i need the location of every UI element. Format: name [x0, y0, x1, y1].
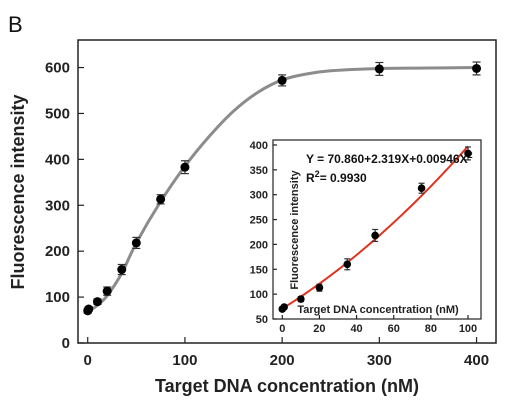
inset-x-tick-label: 40 — [350, 323, 362, 335]
main-data-point — [374, 61, 384, 76]
main-marker — [374, 64, 384, 74]
main-x-tick-label: 300 — [367, 352, 392, 369]
inset-y-tick-label: 150 — [250, 264, 268, 276]
inset-data-point — [464, 146, 472, 161]
inset-y-axis-title: Fluorescence intensity — [289, 170, 301, 290]
main-y-tick-label: 600 — [45, 60, 70, 77]
inset-y-tick-label: 400 — [250, 140, 268, 152]
main-marker — [102, 286, 112, 296]
main-y-tick-label: 400 — [45, 151, 70, 168]
inset-y-tick-label: 50 — [256, 314, 268, 326]
inset-equation-text: Y = 70.860+2.319X+0.00946X — [306, 152, 468, 166]
main-marker — [117, 265, 127, 275]
main-data-point — [131, 236, 141, 250]
inset-data-point — [371, 228, 379, 243]
inset-marker — [343, 260, 352, 269]
inset-plot-background — [218, 135, 483, 325]
inset-r2-superscript: 2 — [315, 169, 320, 179]
main-marker — [84, 304, 94, 314]
inset-r2-value: = 0.9930 — [320, 171, 367, 185]
main-y-tick-label: 500 — [45, 105, 70, 122]
main-marker — [277, 75, 287, 85]
inset-marker — [315, 283, 324, 292]
inset-plot: 0 20 40 60 80 100 50 100 150 200 250 300 350 400 Targ… — [218, 135, 483, 335]
main-marker — [92, 297, 102, 307]
main-data-point — [102, 286, 112, 296]
main-y-axis-title: Fluorescence intensity — [8, 94, 28, 289]
main-x-tick-label: 200 — [270, 352, 295, 369]
inset-equation-annotation: Y = 70.860+2.319X+0.00946X2 — [306, 150, 473, 166]
main-x-axis-title: Target DNA concentration (nM) — [155, 376, 419, 396]
inset-y-tick-label: 250 — [250, 215, 268, 227]
inset-x-tick-label: 20 — [313, 323, 325, 335]
main-x-tick-label: 0 — [84, 352, 92, 369]
inset-x-tick-label: 80 — [425, 323, 437, 335]
inset-data-point — [417, 182, 426, 194]
inset-y-tick-label: 100 — [250, 289, 268, 301]
main-marker — [180, 162, 190, 172]
inset-data-points — [278, 146, 472, 313]
main-marker — [472, 63, 482, 73]
main-x-tick-label: 400 — [464, 352, 489, 369]
main-data-point — [472, 61, 482, 76]
main-fit-curve — [86, 66, 477, 314]
main-plot-frame — [77, 39, 497, 344]
inset-data-point — [315, 283, 324, 292]
inset-x-tick-label: 60 — [388, 323, 400, 335]
inset-data-point — [343, 258, 352, 271]
inset-data-point — [297, 295, 305, 303]
main-data-points — [83, 61, 482, 316]
main-y-tick-label: 200 — [45, 243, 70, 260]
panel-label: B — [8, 12, 23, 37]
main-x-tick-label: 100 — [172, 352, 197, 369]
main-data-point — [180, 160, 190, 175]
main-data-point — [156, 194, 166, 205]
inset-marker — [297, 295, 305, 303]
inset-y-tick-label: 350 — [250, 165, 268, 177]
inset-marker — [280, 303, 288, 311]
main-marker — [131, 238, 141, 248]
inset-r2-prefix: R — [306, 171, 315, 185]
inset-data-point — [280, 303, 288, 311]
inset-x-tick-label: 100 — [459, 323, 477, 335]
main-data-point — [84, 304, 94, 314]
inset-ticks: 0 20 40 60 80 100 50 100 150 200 250 300 350 400 — [250, 140, 478, 335]
main-y-tick-label: 300 — [45, 197, 70, 214]
inset-r2-annotation: R2= 0.9930 — [306, 169, 367, 185]
main-y-tick-label: 0 — [62, 335, 70, 352]
main-marker — [156, 194, 166, 204]
inset-x-axis-title: Target DNA concentration (nM) — [297, 304, 459, 316]
inset-marker — [417, 184, 426, 193]
inset-equation-superscript: 2 — [468, 150, 473, 160]
main-data-point — [117, 263, 127, 276]
inset-x-tick-label: 0 — [279, 323, 285, 335]
inset-y-tick-label: 200 — [250, 239, 268, 251]
inset-y-tick-label: 300 — [250, 190, 268, 202]
main-data-point — [277, 74, 287, 87]
inset-marker — [371, 231, 379, 240]
main-y-tick-label: 100 — [45, 289, 70, 306]
inset-plot-frame — [272, 139, 482, 320]
inset-marker — [464, 149, 472, 158]
main-data-point — [92, 297, 102, 307]
